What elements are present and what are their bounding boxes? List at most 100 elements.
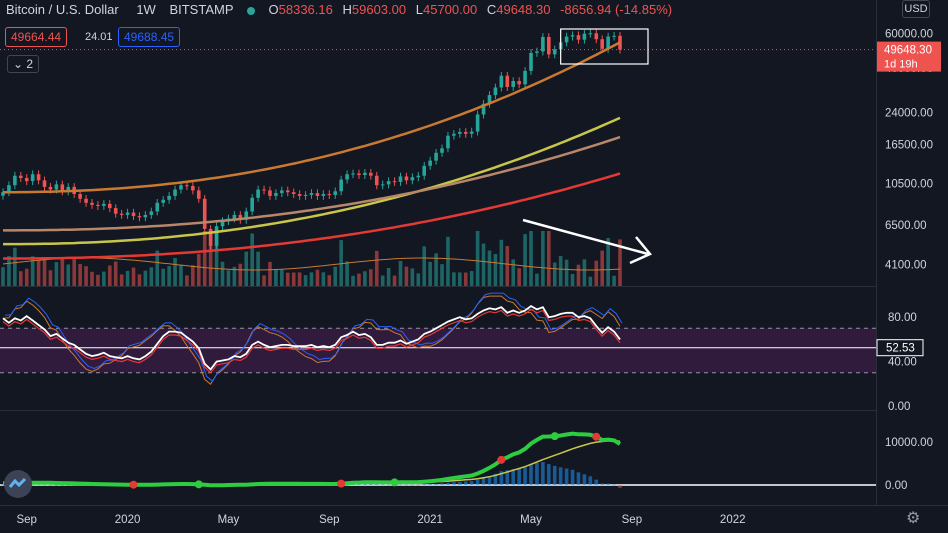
candle [600,39,605,49]
candle [54,184,59,190]
candle [351,173,355,175]
histogram-bar [564,468,569,485]
volume-ma-line [2,257,621,271]
market-status-icon [246,6,255,15]
candle [392,181,397,183]
sell-price-button[interactable]: 49664.44 [5,27,68,47]
trend-arrow-line [522,218,649,256]
macd-line [2,431,622,488]
volume-bar [558,256,563,286]
indicators-toggle[interactable]: ⌄ 2 [7,55,39,73]
candle [327,194,332,196]
volume-bar [606,238,610,286]
volume-bar [505,246,510,286]
volume-bar [517,268,521,286]
histogram-bar [446,482,450,485]
volume-bar [481,243,486,286]
volume-bar [42,258,47,286]
buy-price-button[interactable]: 49688.45 [118,27,181,47]
volume-bar [333,266,338,286]
tradingview-logo-icon[interactable] [4,470,32,498]
histogram-bar [588,476,593,485]
gear-icon[interactable]: ⚙ [906,510,921,527]
histogram-bar [36,484,41,486]
volume-bar [618,239,622,286]
volume-bar [173,258,177,286]
symbol-title[interactable]: Bitcoin / U.S. Dollar [6,2,119,17]
open-value: 58336.16 [278,2,333,17]
histogram-bar [386,484,391,486]
candle [220,221,225,227]
histogram-bar [410,484,415,486]
candle [196,190,201,199]
candle [125,212,130,215]
histogram-bar [404,484,409,486]
price-tick-label: 24000.00 [885,107,933,119]
volume-bar [84,266,88,286]
candle [493,87,498,96]
candle [469,131,474,134]
interval-label[interactable]: 1W [136,2,156,17]
volume-bar [24,268,29,286]
volume-bar [179,264,183,286]
candle [262,189,266,191]
candle [7,185,11,193]
volume-bar [315,269,320,286]
volume-bar [18,271,23,286]
rsi-tick-label: 0.00 [888,401,910,413]
volume-bar [463,272,468,286]
candle [96,204,100,206]
currency-button[interactable]: USD [902,0,930,18]
price-tick-label: 60000.00 [885,28,933,40]
candle [167,195,171,200]
candle [458,131,462,134]
cross-marker [497,455,506,464]
candle [339,179,343,192]
volume-bar [208,231,213,286]
histogram-bar [552,465,557,485]
volume-bar [238,263,243,286]
histogram-bar [363,484,367,485]
time-tick-label: Sep [319,514,339,526]
volume-bar [280,269,284,286]
last-price-tag [877,41,941,72]
rsi-value-tag [876,339,924,357]
candle [285,190,290,193]
candle [446,135,450,149]
candle [386,181,391,185]
candle [30,174,35,182]
volume-bar [96,274,100,286]
volume-bar [422,246,427,286]
candle [90,202,94,205]
candle [268,190,272,196]
volume-bar [297,272,302,286]
volume-bar [285,272,290,286]
volume-bar [72,257,76,286]
bar-countdown-text: 1d 19h [884,59,918,71]
volume-bar [274,269,278,286]
volume-bar [113,261,118,286]
volume-bar [268,261,272,286]
histogram-bar [428,484,432,485]
candle [107,203,112,209]
volume-bar [102,271,106,286]
volume-bar [36,260,41,286]
volume-bar [262,275,266,286]
candle [380,184,385,186]
volume-bar [303,275,308,286]
histogram-bar [535,462,539,485]
high-value: 59603.00 [351,2,407,17]
candle [102,203,106,206]
volume-bar [256,251,260,286]
histogram-bar [458,481,462,485]
volume-bar [107,265,112,286]
volume-bar [137,274,142,286]
volume-bar [339,240,343,286]
candle [576,35,581,40]
volume-bar [582,259,587,286]
volume-bar [374,250,379,286]
stoch-line [2,295,621,385]
time-tick-label: 2022 [720,514,746,526]
volume-bar [196,253,201,286]
